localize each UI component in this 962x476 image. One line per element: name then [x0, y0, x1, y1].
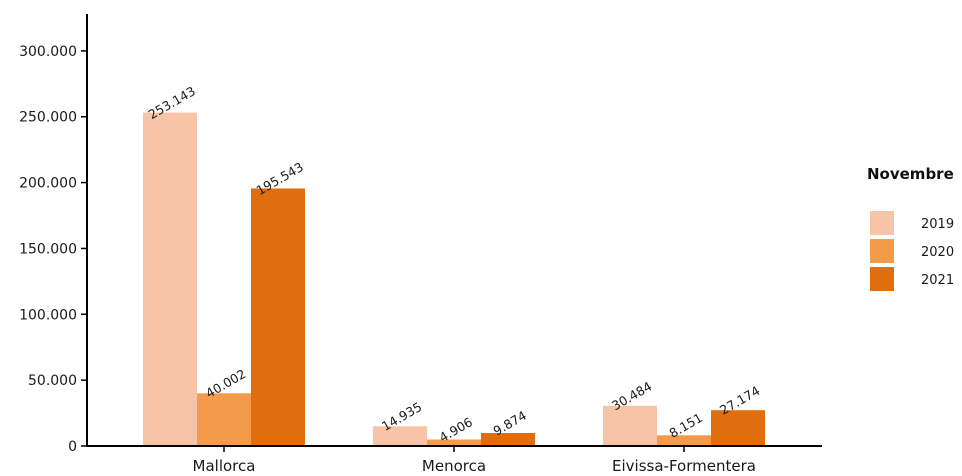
bar-2020-menorca [427, 439, 481, 446]
y-tick-label: 0 [68, 439, 77, 455]
y-tick-label: 150.000 [19, 241, 77, 257]
x-tick-label: Eivissa-Formentera [612, 457, 756, 475]
x-tick-label: Menorca [422, 457, 486, 475]
bar-2021-mallorca [251, 188, 305, 446]
bar-2020-eivissa-formentera [657, 435, 711, 446]
y-tick-label: 100.000 [19, 307, 77, 323]
bar-2019-mallorca [143, 112, 197, 446]
x-axis: Mallorca Menorca Eivissa-Formentera [86, 445, 822, 475]
legend-label-2019: 2019 [921, 217, 954, 232]
legend: Novembre 2019 2020 2021 [867, 165, 954, 291]
y-tick-label: 200.000 [19, 176, 77, 192]
y-tick-label: 300.000 [19, 44, 77, 60]
legend-label-2021: 2021 [921, 273, 954, 288]
bar-2019-eivissa-formentera [603, 405, 657, 446]
bar-2019-menorca [373, 426, 427, 446]
bars [143, 112, 765, 446]
bar-2020-mallorca [197, 393, 251, 446]
legend-swatch-2021 [870, 267, 894, 291]
bar-2021-menorca [481, 432, 535, 446]
y-axis: 0 50.000 100.000 150.000 200.000 250.000 300.0… [19, 14, 88, 455]
legend-label-2020: 2020 [921, 245, 954, 260]
legend-swatch-2020 [870, 239, 894, 263]
y-tick-label: 250.000 [19, 110, 77, 126]
x-tick-label: Mallorca [193, 457, 256, 475]
legend-title: Novembre [867, 165, 954, 183]
bar-2021-eivissa-formentera [711, 410, 765, 446]
y-tick-label: 50.000 [28, 373, 77, 389]
legend-swatch-2019 [870, 211, 894, 235]
